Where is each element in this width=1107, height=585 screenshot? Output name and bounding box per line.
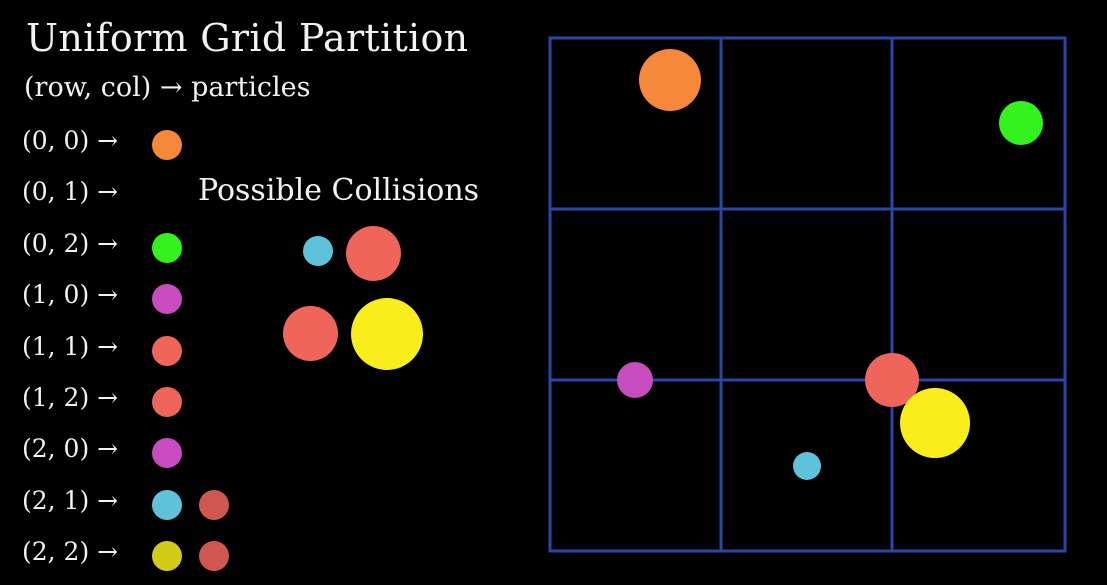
cell-label: (0, 0) → [22, 126, 119, 155]
particle-dot-magenta [152, 438, 182, 469]
cell-label: (1, 2) → [22, 382, 119, 412]
legend-subtitle: (row, col) → particles [24, 72, 311, 103]
collision-particle-salmon [346, 226, 401, 281]
grid-particle-cyan [793, 452, 821, 480]
grid-particle-orange [639, 49, 701, 111]
possible-collisions-title: Possible Collisions [198, 173, 480, 208]
grid-border [548, 36, 1067, 553]
cell-label: (1, 0) → [22, 280, 119, 310]
grid-particle-magenta [617, 362, 653, 398]
cell-label: (2, 2) → [22, 537, 119, 567]
collision-particle-salmon [283, 306, 338, 361]
particle-dot-yellow-dim [152, 541, 182, 572]
particle-dot-salmon [152, 335, 182, 366]
particle-dot-salmon [152, 386, 182, 417]
particle-dot-cyan [152, 489, 182, 520]
grid-particle-yellow [900, 388, 970, 458]
particle-dot-salmon-dim [199, 489, 229, 520]
particle-dot-salmon-dim [199, 541, 229, 572]
cell-label: (1, 1) → [22, 331, 119, 361]
cell-label: (2, 0) → [22, 434, 119, 464]
cell-label: (0, 2) → [22, 228, 119, 258]
cell-label: (0, 1) → [22, 177, 119, 207]
collision-particle-yellow [351, 298, 423, 370]
cell-label: (2, 1) → [22, 485, 119, 515]
particle-dot-orange [152, 130, 182, 160]
grid-particles [617, 49, 1043, 480]
grid-particle-green [999, 101, 1043, 145]
grid-particle-salmon [865, 353, 919, 407]
collision-particle-cyan [303, 236, 333, 266]
particle-dot-green [152, 232, 182, 263]
particle-dot-magenta [152, 284, 182, 315]
page-title: Uniform Grid Partition [26, 16, 469, 60]
